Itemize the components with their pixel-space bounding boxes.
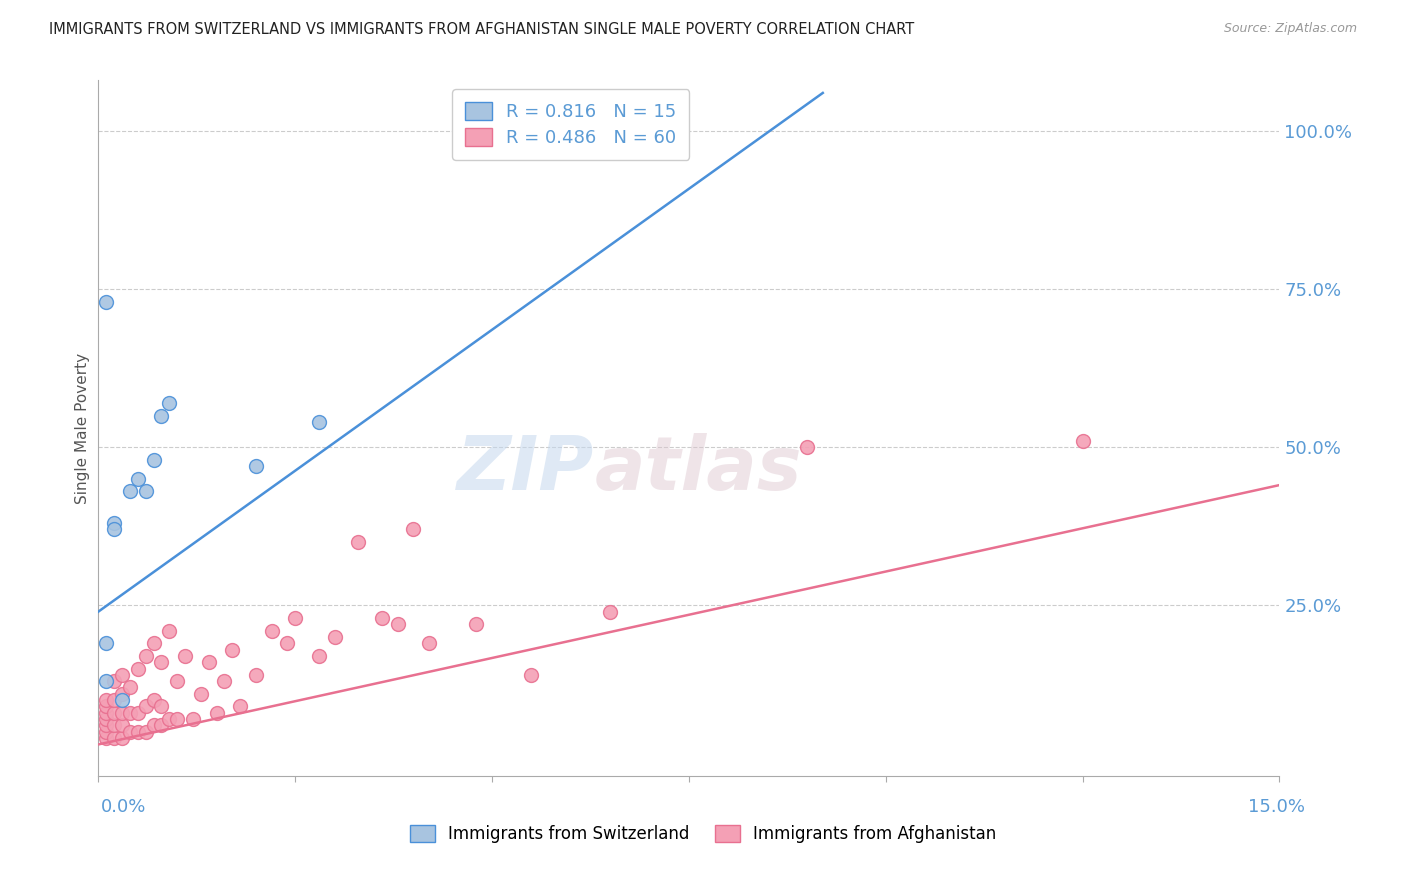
Point: [96, 636, 118, 650]
Point: [150, 409, 173, 423]
Point: [796, 440, 818, 454]
Point: [308, 648, 330, 663]
Point: [96, 724, 118, 739]
Point: [142, 693, 165, 707]
Point: [142, 452, 165, 467]
Point: [111, 731, 134, 745]
Point: [150, 718, 173, 732]
Point: [127, 472, 149, 486]
Y-axis label: Single Male Poverty: Single Male Poverty: [75, 352, 90, 504]
Point: [135, 648, 157, 663]
Point: [347, 535, 370, 549]
Point: [118, 681, 141, 695]
Point: [157, 624, 180, 638]
Text: atlas: atlas: [595, 434, 801, 507]
Point: [387, 617, 409, 632]
Point: [308, 415, 330, 429]
Point: [465, 617, 488, 632]
Point: [96, 294, 118, 309]
Point: [520, 668, 543, 682]
Point: [96, 674, 118, 689]
Point: [96, 699, 118, 714]
Point: [1071, 434, 1094, 448]
Point: [245, 459, 267, 474]
Point: [103, 731, 125, 745]
Point: [371, 611, 394, 625]
Point: [418, 636, 440, 650]
Point: [135, 699, 157, 714]
Point: [96, 718, 118, 732]
Point: [103, 706, 125, 720]
Point: [157, 396, 180, 410]
Point: [142, 636, 165, 650]
Point: [118, 724, 141, 739]
Point: [229, 699, 252, 714]
Point: [260, 624, 283, 638]
Point: [111, 718, 134, 732]
Point: [103, 522, 125, 536]
Point: [623, 112, 645, 126]
Legend: R = 0.816   N = 15, R = 0.486   N = 60: R = 0.816 N = 15, R = 0.486 N = 60: [453, 89, 689, 160]
Point: [103, 718, 125, 732]
Point: [118, 484, 141, 499]
Text: 0.0%: 0.0%: [101, 798, 146, 816]
Point: [174, 648, 197, 663]
Point: [127, 706, 149, 720]
Point: [96, 731, 118, 745]
Text: 15.0%: 15.0%: [1247, 798, 1305, 816]
Point: [111, 687, 134, 701]
Text: Source: ZipAtlas.com: Source: ZipAtlas.com: [1223, 22, 1357, 36]
Point: [157, 712, 180, 726]
Point: [118, 706, 141, 720]
Point: [166, 674, 188, 689]
Point: [402, 522, 425, 536]
Point: [284, 611, 307, 625]
Point: [111, 706, 134, 720]
Point: [127, 661, 149, 675]
Point: [111, 693, 134, 707]
Point: [205, 706, 228, 720]
Text: ZIP: ZIP: [457, 434, 595, 507]
Point: [190, 687, 212, 701]
Point: [127, 724, 149, 739]
Point: [150, 655, 173, 669]
Point: [111, 668, 134, 682]
Point: [103, 674, 125, 689]
Point: [135, 724, 157, 739]
Point: [323, 630, 346, 644]
Point: [142, 718, 165, 732]
Text: IMMIGRANTS FROM SWITZERLAND VS IMMIGRANTS FROM AFGHANISTAN SINGLE MALE POVERTY C: IMMIGRANTS FROM SWITZERLAND VS IMMIGRANT…: [49, 22, 914, 37]
Point: [197, 655, 219, 669]
Point: [103, 516, 125, 530]
Point: [135, 484, 157, 499]
Point: [221, 642, 243, 657]
Point: [276, 636, 298, 650]
Point: [599, 605, 621, 619]
Point: [245, 668, 267, 682]
Point: [96, 706, 118, 720]
Point: [96, 693, 118, 707]
Point: [166, 712, 188, 726]
Point: [96, 712, 118, 726]
Legend: Immigrants from Switzerland, Immigrants from Afghanistan: Immigrants from Switzerland, Immigrants …: [404, 818, 1002, 850]
Point: [103, 693, 125, 707]
Point: [181, 712, 204, 726]
Point: [214, 674, 236, 689]
Point: [150, 699, 173, 714]
